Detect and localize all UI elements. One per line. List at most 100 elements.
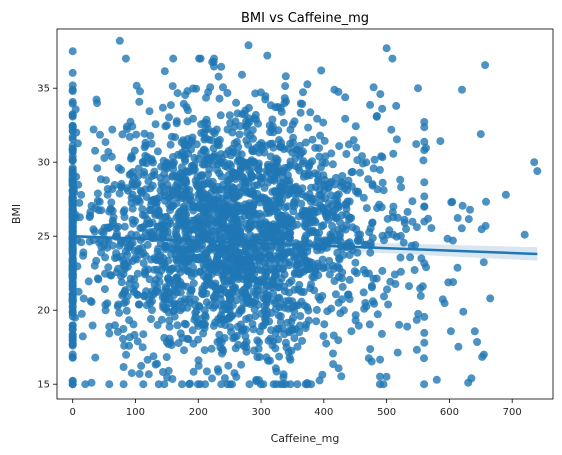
data-point [327,149,336,158]
data-point [277,143,286,152]
data-point [174,339,183,348]
data-point [155,271,164,280]
data-point [87,298,96,306]
data-point [270,252,279,261]
data-point [253,336,262,345]
data-point [276,104,285,112]
data-point [103,190,112,199]
data-point [191,313,200,321]
data-point [168,82,177,91]
data-point [93,164,102,173]
data-point [331,290,340,299]
y-axis-ticks: 15 20 25 30 35 [37,84,57,391]
data-point [393,213,402,222]
data-point [281,72,290,81]
data-point [133,269,142,278]
data-point [274,294,283,303]
data-point [274,283,282,292]
data-point [166,206,174,215]
data-point [68,187,77,196]
data-point [380,236,388,245]
data-point [219,83,227,92]
data-point [189,279,198,288]
data-point [311,266,320,275]
data-point [314,177,323,186]
data-point [121,54,130,63]
data-point [400,215,409,224]
data-point [388,54,397,63]
data-point [220,277,229,286]
data-point [149,352,158,361]
data-point [91,146,100,155]
data-point [306,108,315,117]
data-point [375,165,384,174]
data-point [304,123,313,132]
data-point [327,304,336,313]
data-point [120,299,129,307]
data-point [311,228,320,237]
data-point [254,300,263,309]
regression-fit [72,234,538,261]
data-point [201,313,210,322]
data-point [165,113,173,122]
data-point [378,178,387,187]
data-point [160,67,169,76]
data-point [275,136,284,144]
data-point [181,91,190,100]
data-point [261,92,270,101]
data-point [252,377,261,386]
data-point [313,246,322,255]
data-point [194,356,203,365]
data-point [351,122,360,131]
data-point [408,197,417,206]
data-point [115,36,124,45]
data-point [365,320,374,329]
data-point [297,199,306,208]
data-point [382,44,391,53]
data-point [459,307,468,316]
data-point [194,361,203,370]
data-point [369,83,378,92]
data-point [377,152,386,161]
data-point [162,121,171,130]
data-point [408,217,417,226]
data-point [420,338,429,347]
data-point [165,217,174,226]
data-point [185,193,194,202]
data-point [176,288,185,297]
data-point [117,165,126,174]
data-point [232,202,241,211]
data-point [158,231,167,240]
data-point [319,332,328,340]
data-point [339,306,348,315]
data-point [154,380,163,389]
data-point [202,367,211,376]
data-point [263,51,272,60]
data-point [368,219,377,228]
data-point [255,353,264,361]
data-point [402,225,411,234]
data-point [145,107,154,116]
data-point [372,112,381,120]
data-point [312,305,321,314]
data-point [228,169,237,177]
data-point [396,175,405,184]
data-point [163,373,172,382]
data-point [107,198,116,207]
x-tick-label: 700 [503,407,522,418]
data-point [278,218,287,227]
data-point [376,372,384,381]
data-point [201,380,210,389]
data-point [334,190,343,199]
data-point [254,344,263,353]
data-point [176,207,185,216]
data-point [68,121,77,130]
data-point [298,100,307,108]
data-point [139,330,148,339]
data-point [160,191,169,200]
data-point [366,345,375,354]
data-point [270,272,279,281]
data-point [119,325,128,333]
data-point [479,350,488,359]
data-point [403,207,412,216]
